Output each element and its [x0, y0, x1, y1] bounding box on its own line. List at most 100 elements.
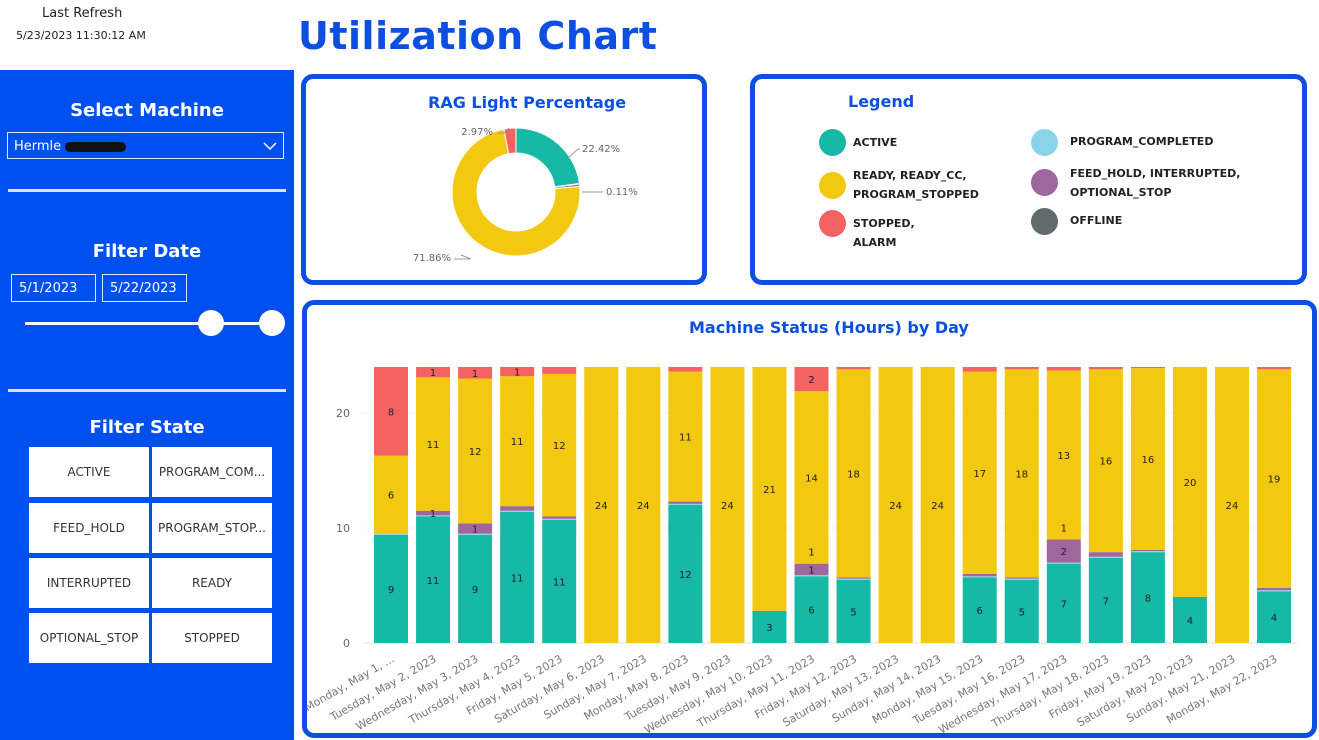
- rag-percentage-card: RAG Light Percentage 22.42% 0.11% 71.86% 2.…: [301, 74, 707, 285]
- bar-data-label: 2: [1061, 547, 1067, 558]
- date-range-slider[interactable]: [25, 322, 273, 325]
- bar-segment: [962, 371, 997, 574]
- bar-data-label: 12: [469, 447, 482, 458]
- y-tick-label: 0: [343, 637, 350, 650]
- bar-data-label: 11: [427, 440, 440, 451]
- last-refresh-panel: Last Refresh 5/23/2023 11:30:12 AM: [0, 0, 294, 70]
- bar-segment: [794, 563, 829, 576]
- bar-data-label: 8: [1145, 594, 1151, 605]
- filter-state-title: Filter State: [89, 417, 205, 438]
- bar-segment: [1215, 367, 1249, 643]
- y-tick-label: 10: [336, 522, 350, 535]
- machine-dropdown-value: Hermle: [14, 139, 62, 154]
- donut-slice: [515, 127, 580, 188]
- bar-data-label: 20: [1184, 478, 1197, 489]
- bar-segment: [374, 533, 408, 535]
- bar-segment: [1004, 579, 1039, 643]
- legend-card: Legend ACTIVE READY, READY_CC, PROGRAM_S…: [750, 74, 1307, 285]
- bar-data-label: 1: [430, 368, 436, 379]
- bar-segment: [836, 369, 871, 578]
- legend-swatch: [1031, 169, 1058, 196]
- state-button-feed-hold[interactable]: FEED_HOLD: [29, 503, 149, 553]
- page-title: Utilization Chart: [298, 14, 658, 58]
- bar-segment: [500, 510, 535, 512]
- state-button-program-completed[interactable]: PROGRAM_COM...: [152, 447, 272, 497]
- bar-data-label: 6: [388, 491, 394, 502]
- bar-data-label: 24: [637, 501, 650, 512]
- bar-segment: [836, 578, 871, 580]
- donut-leader-line: [567, 148, 580, 159]
- donut-slice-label: 0.11%: [606, 187, 638, 198]
- bar-data-label: 2: [808, 375, 814, 386]
- bar-data-label: 11: [511, 437, 524, 448]
- last-refresh-label: Last Refresh: [42, 6, 123, 21]
- sidebar-divider: [8, 389, 286, 392]
- bar-data-label: 12: [553, 441, 566, 452]
- bar-segment: [1130, 549, 1165, 551]
- bar-segment: [1088, 552, 1123, 557]
- bar-segment: [1046, 562, 1081, 564]
- donut-slice: [451, 128, 581, 257]
- bar-segment: [1004, 578, 1039, 580]
- date-start-input[interactable]: 5/1/2023: [11, 274, 96, 302]
- bar-data-label: 1: [430, 509, 436, 520]
- legend-label: PROGRAM_COMPLETED: [1070, 135, 1214, 148]
- bar-data-label: 7: [1103, 596, 1109, 607]
- state-button-stopped[interactable]: STOPPED: [152, 613, 272, 663]
- sidebar-divider: [8, 189, 286, 192]
- bar-segment: [836, 577, 871, 579]
- state-button-ready[interactable]: READY: [152, 558, 272, 608]
- state-button-program-stopped[interactable]: PROGRAM_STOP...: [152, 503, 272, 553]
- bar-data-label: 21: [763, 485, 776, 496]
- state-button-interrupted[interactable]: INTERRUPTED: [29, 558, 149, 608]
- bar-data-label: 19: [1268, 475, 1281, 486]
- bar-data-label: 24: [1226, 501, 1239, 512]
- bar-data-label: 5: [850, 607, 856, 618]
- bar-segment: [1257, 590, 1292, 592]
- bar-segment: [962, 577, 997, 643]
- bar-segment: [500, 376, 535, 507]
- machine-dropdown[interactable]: Hermle: [7, 132, 284, 159]
- bar-data-label: 12: [679, 570, 692, 581]
- bar-data-label: 11: [511, 573, 524, 584]
- bar-segment: [458, 533, 493, 535]
- bar-segment: [458, 523, 493, 534]
- bar-segment: [1088, 556, 1123, 558]
- legend-label: ACTIVE: [853, 136, 898, 149]
- date-slider-start-handle[interactable]: [198, 310, 224, 336]
- bar-data-label: 13: [1057, 451, 1070, 462]
- rag-card-title: RAG Light Percentage: [428, 93, 627, 112]
- bar-segment: [416, 510, 451, 516]
- bar-segment: [668, 501, 703, 504]
- state-button-optional-stop[interactable]: OPTIONAL_STOP: [29, 613, 149, 663]
- donut-slice-label: 22.42%: [582, 144, 620, 155]
- bar-data-label: 11: [553, 577, 566, 588]
- bar-data-label: 24: [595, 501, 608, 512]
- date-slider-end-handle[interactable]: [259, 310, 285, 336]
- bar-segment: [458, 534, 493, 643]
- select-machine-title: Select Machine: [70, 100, 224, 121]
- bar-segment: [1172, 367, 1207, 597]
- filter-date-title: Filter Date: [92, 241, 202, 262]
- bar-data-label: 14: [805, 473, 818, 484]
- bar-segment: [416, 516, 451, 643]
- bar-data-label: 11: [679, 433, 692, 444]
- bar-segment: [542, 519, 577, 643]
- bar-data-label: 18: [847, 469, 860, 480]
- bar-segment: [794, 367, 829, 392]
- bar-data-label: 5: [1019, 607, 1025, 618]
- date-end-input[interactable]: 5/22/2023: [102, 274, 187, 302]
- bar-segment: [374, 367, 408, 456]
- state-button-active[interactable]: ACTIVE: [29, 447, 149, 497]
- bar-data-label: 1: [472, 525, 478, 536]
- bar-segment: [752, 610, 787, 643]
- donut-slice-label: 2.97%: [461, 127, 493, 138]
- bar-segment: [962, 574, 997, 577]
- legend-label: STOPPED, ALARM: [853, 217, 915, 249]
- bar-segment: [500, 367, 535, 377]
- bar-data-label: 4: [1187, 616, 1193, 627]
- bar-segment: [1046, 367, 1081, 371]
- rag-donut-chart: 22.42% 0.11% 71.86% 2.97%: [413, 127, 638, 264]
- bar-segment: [374, 534, 408, 643]
- bar-segment: [836, 579, 871, 643]
